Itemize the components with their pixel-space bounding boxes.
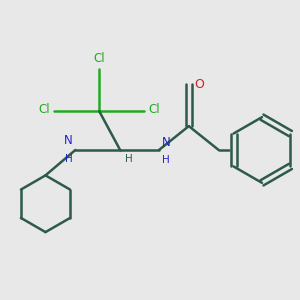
Text: H: H bbox=[64, 154, 72, 164]
Text: H: H bbox=[124, 154, 132, 164]
Text: H: H bbox=[162, 155, 170, 165]
Text: Cl: Cl bbox=[148, 103, 160, 116]
Text: N: N bbox=[162, 136, 171, 148]
Text: Cl: Cl bbox=[38, 103, 50, 116]
Text: O: O bbox=[194, 78, 204, 91]
Text: Cl: Cl bbox=[93, 52, 105, 65]
Text: N: N bbox=[64, 134, 72, 147]
